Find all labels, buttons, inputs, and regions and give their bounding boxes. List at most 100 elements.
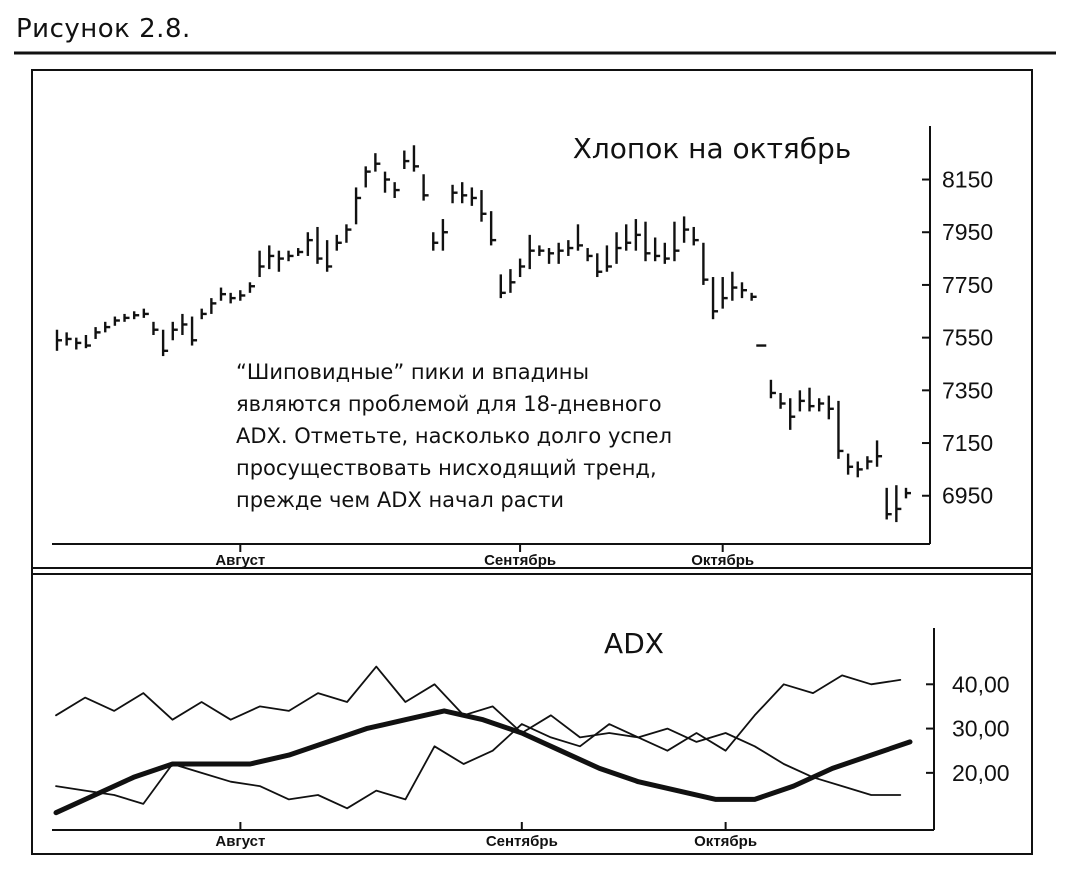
price-bar [731,271,738,301]
adx-y-ticks: 40,00 30,00 20,00 [926,671,1010,786]
price-bar [75,337,82,350]
price-month-label: Октябрь [691,552,754,569]
price-bar [653,237,661,262]
price-bar [769,379,776,399]
price-bar [576,224,583,251]
price-bar [239,290,246,301]
adx-y-tick-label: 20,00 [952,760,1010,786]
price-bar [518,258,526,278]
adx-month-ticks: Август Сентябрь Октябрь [215,822,757,850]
price-month-label: Сентябрь [484,552,556,569]
price-bar [779,392,786,409]
price-bar [866,456,873,470]
price-bar [113,316,120,326]
price-bar [750,292,757,301]
price-bar [432,232,439,251]
price-y-tick-label: 8150 [942,167,993,193]
price-bar [470,187,477,206]
price-bar [152,321,159,335]
price-bar [682,216,690,243]
price-bar [219,287,227,301]
price-bar [181,313,188,335]
price-bar [663,242,670,264]
price-bar [374,153,381,172]
price-bar [104,321,111,333]
annotation-line: просуществовать нисходящий тренд, [236,456,657,480]
price-bar [461,182,468,204]
price-bar [547,248,555,264]
price-chart-title: Хлопок на октябрь [573,132,852,165]
price-bar [567,240,574,256]
annotation-text: “Шиповидные” пики и впадины являются про… [236,356,706,516]
price-bar [499,274,506,299]
price-bar [403,150,410,169]
price-bar [885,487,892,520]
adx-thin-line [55,665,902,752]
price-y-ticks: 8150 7950 7750 7550 7350 7150 6950 [922,167,993,509]
price-bar [692,226,699,246]
price-bar [325,240,333,272]
price-bar [171,321,178,341]
price-bar [789,398,796,430]
price-bar [316,226,323,264]
price-bar [268,245,275,270]
adx-month-label: Август [215,833,265,850]
price-bar [123,313,130,322]
adx-month-label: Сентябрь [486,833,558,850]
price-bar [190,316,198,346]
price-bar [702,242,709,285]
adx-month-label: Октябрь [694,833,757,850]
price-bar [634,219,641,251]
price-bar [132,311,140,320]
price-bar [55,329,62,351]
price-bar [711,277,719,320]
price-bar [509,269,516,293]
price-y-tick-label: 6950 [942,483,993,509]
price-bar [441,219,448,251]
price-bar [875,440,883,467]
price-bar [895,485,902,523]
figure-caption: Рисунок 2.8. [16,14,191,44]
price-bar [258,250,265,278]
price-bar [277,250,284,272]
price-bar [480,190,487,222]
price-bars [55,145,911,523]
adx-thin-line [55,723,902,810]
price-bar [248,282,255,293]
price-y-tick-label: 7750 [942,272,993,298]
price-y-tick-label: 7550 [942,325,993,351]
adx-chart-title: ADX [604,627,664,660]
price-bar [798,390,805,412]
price-bar [200,308,207,320]
adx-y-tick-label: 30,00 [952,716,1010,742]
price-bar [354,187,362,225]
price-bar [65,332,72,346]
adx-lines [53,665,913,816]
price-bar [489,211,497,246]
price-bar [673,221,680,262]
annotation-line: прежде чем ADX начал расти [236,488,565,512]
price-y-tick-label: 7150 [942,430,993,456]
price-y-tick-label: 7350 [942,377,993,403]
price-bar [306,232,313,256]
price-y-tick-label: 7950 [942,219,993,245]
adx-y-tick-label: 40,00 [952,671,1010,697]
price-bar [210,298,217,314]
figure-frame [31,69,1033,855]
price-bar [287,250,294,262]
price-bar [721,277,728,309]
price-bar [596,253,603,278]
price-bar [837,400,844,459]
price-bar [856,461,863,478]
price-bar [412,145,419,172]
price-bar [644,221,651,262]
price-bar [808,387,815,412]
price-bar [345,224,352,243]
price-bar [451,184,458,204]
price-bar [84,335,91,349]
adx-thick-line [53,708,913,816]
price-bar [817,398,825,412]
price-bar [605,245,612,272]
price-bar [846,453,854,475]
